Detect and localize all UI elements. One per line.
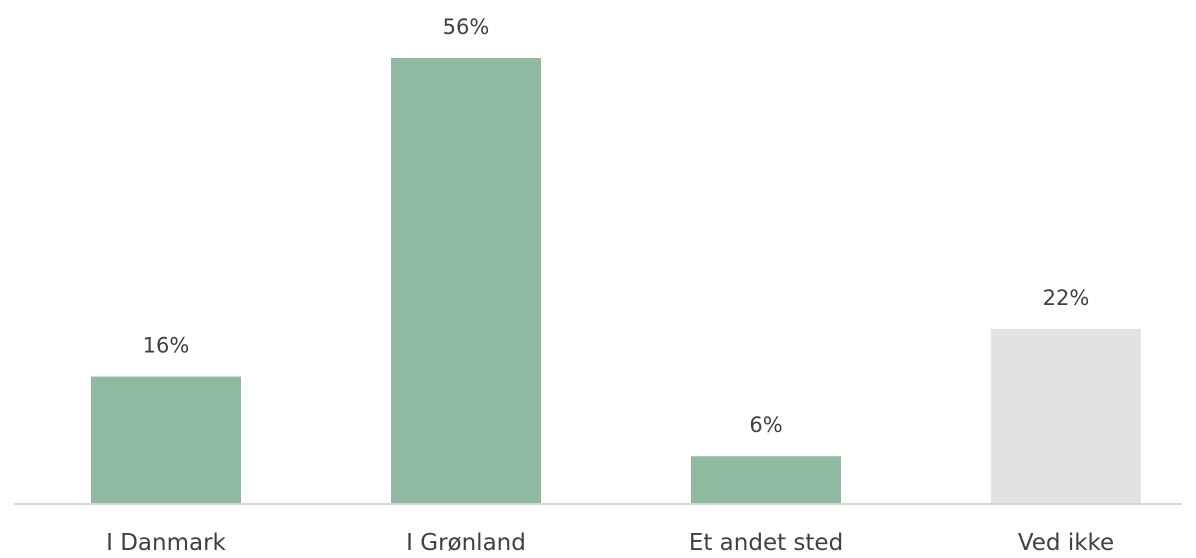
bar [91, 376, 241, 504]
data-label: 56% [443, 15, 490, 39]
data-label: 22% [1043, 286, 1090, 310]
x-tick-label: Et andet sted [689, 530, 843, 556]
bar [691, 456, 841, 504]
data-label: 6% [749, 413, 782, 437]
bar [391, 58, 541, 504]
x-tick-label: Ved ikke [1018, 530, 1114, 556]
bar [991, 328, 1141, 504]
bars-group [91, 58, 1141, 504]
category-labels-group: I Danmark I Grønland Et andet sted Ved ikke [106, 530, 1114, 556]
value-labels-group: 16% 56% 6% 22% [143, 15, 1090, 437]
data-label: 16% [143, 334, 190, 358]
x-tick-label: I Danmark [106, 530, 226, 556]
x-tick-label: I Grønland [406, 530, 526, 556]
